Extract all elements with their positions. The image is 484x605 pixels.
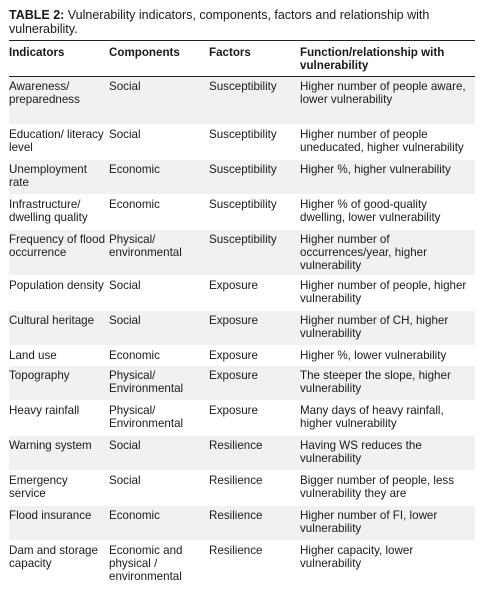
cell-factor: Exposure [209, 345, 300, 366]
cell-factor: Susceptibility [209, 194, 300, 230]
cell-component: Social [109, 76, 209, 125]
caption-text: Vulnerability indicators, components, fa… [9, 8, 430, 36]
cell-factor: Resilience [209, 540, 300, 587]
table-row: Infrastructure/ dwelling quality Economi… [9, 194, 475, 230]
cell-indicator: Flood insurance [9, 505, 109, 541]
table-row: Awareness/ preparedness Social Susceptib… [9, 76, 475, 125]
cell-relationship: Higher %, lower vulnerability [300, 345, 475, 366]
cell-relationship: Higher number of people aware, lower vul… [300, 76, 475, 125]
table-row: Dam and storage capacity Economic and ph… [9, 540, 475, 587]
cell-factor: Susceptibility [209, 229, 300, 276]
cell-relationship: Higher capacity, lower vulnerability [300, 540, 475, 587]
cell-component: Economic [109, 345, 209, 366]
cell-indicator: Infrastructure/ dwelling quality [9, 194, 109, 230]
cell-indicator: Land use [9, 345, 109, 366]
header-indicators: Indicators [9, 40, 109, 77]
cell-relationship: Higher number of people uneducated, high… [300, 124, 475, 160]
cell-factor: Exposure [209, 310, 300, 346]
cell-indicator: Education/ literacy level [9, 124, 109, 160]
cell-component: Physical/ Environmental [109, 365, 209, 401]
cell-component: Social [109, 275, 209, 311]
cell-relationship: Higher % of good-quality dwelling, lower… [300, 194, 475, 230]
cell-component: Physical/ Environmental [109, 400, 209, 436]
header-relationship: Function/relationship with vulnerability [300, 40, 475, 77]
table-row: Heavy rainfall Physical/ Environmental E… [9, 400, 475, 436]
table-row: Land use Economic Exposure Higher %, low… [9, 345, 475, 366]
cell-factor: Exposure [209, 275, 300, 311]
cell-relationship: The steeper the slope, higher vulnerabil… [300, 365, 475, 401]
cell-indicator: Warning system [9, 435, 109, 471]
cell-factor: Susceptibility [209, 159, 300, 195]
cell-relationship: Higher %, higher vulnerability [300, 159, 475, 195]
table-container: TABLE 2: Vulnerability indicators, compo… [9, 8, 475, 587]
table-row: Education/ literacy level Social Suscept… [9, 124, 475, 160]
cell-indicator: Cultural heritage [9, 310, 109, 346]
cell-indicator: Dam and storage capacity [9, 540, 109, 587]
vulnerability-table: Indicators Components Factors Function/r… [9, 40, 475, 587]
caption-label: TABLE 2: [9, 8, 65, 22]
cell-component: Economic [109, 194, 209, 230]
cell-component: Social [109, 124, 209, 160]
cell-indicator: Emergency service [9, 470, 109, 506]
cell-indicator: Unemployment rate [9, 159, 109, 195]
cell-component: Social [109, 310, 209, 346]
cell-relationship: Many days of heavy rainfall, higher vuln… [300, 400, 475, 436]
cell-relationship: Bigger number of people, less vulnerabil… [300, 470, 475, 506]
cell-factor: Exposure [209, 400, 300, 436]
table-caption: TABLE 2: Vulnerability indicators, compo… [9, 8, 475, 36]
cell-indicator: Population density [9, 275, 109, 311]
table-row: Frequency of flood occurrence Physical/ … [9, 229, 475, 276]
table-row: Warning system Social Resilience Having … [9, 435, 475, 471]
cell-component: Economic [109, 159, 209, 195]
cell-component: Physical/ environmental [109, 229, 209, 276]
cell-component: Economic [109, 505, 209, 541]
table-row: Topography Physical/ Environmental Expos… [9, 365, 475, 401]
cell-factor: Exposure [209, 365, 300, 401]
cell-relationship: Higher number of occurrences/year, highe… [300, 229, 475, 276]
cell-factor: Resilience [209, 435, 300, 471]
cell-component: Social [109, 435, 209, 471]
table-row: Unemployment rate Economic Susceptibilit… [9, 159, 475, 195]
cell-component: Social [109, 470, 209, 506]
cell-relationship: Higher number of FI, lower vulnerability [300, 505, 475, 541]
cell-relationship: Higher number of people, higher vulnerab… [300, 275, 475, 311]
cell-indicator: Awareness/ preparedness [9, 76, 109, 125]
table-row: Flood insurance Economic Resilience High… [9, 505, 475, 541]
cell-indicator: Frequency of flood occurrence [9, 229, 109, 276]
cell-relationship: Having WS reduces the vulnerability [300, 435, 475, 471]
cell-component: Economic and physical / environmental [109, 540, 209, 587]
header-factors: Factors [209, 40, 300, 77]
header-row: Indicators Components Factors Function/r… [9, 40, 475, 77]
table-row: Population density Social Exposure Highe… [9, 275, 475, 311]
cell-factor: Resilience [209, 505, 300, 541]
header-components: Components [109, 40, 209, 77]
cell-factor: Susceptibility [209, 124, 300, 160]
cell-relationship: Higher number of CH, higher vulnerabilit… [300, 310, 475, 346]
table-row: Cultural heritage Social Exposure Higher… [9, 310, 475, 346]
cell-indicator: Heavy rainfall [9, 400, 109, 436]
table-row: Emergency service Social Resilience Bigg… [9, 470, 475, 506]
cell-indicator: Topography [9, 365, 109, 401]
cell-factor: Resilience [209, 470, 300, 506]
cell-factor: Susceptibility [209, 76, 300, 125]
